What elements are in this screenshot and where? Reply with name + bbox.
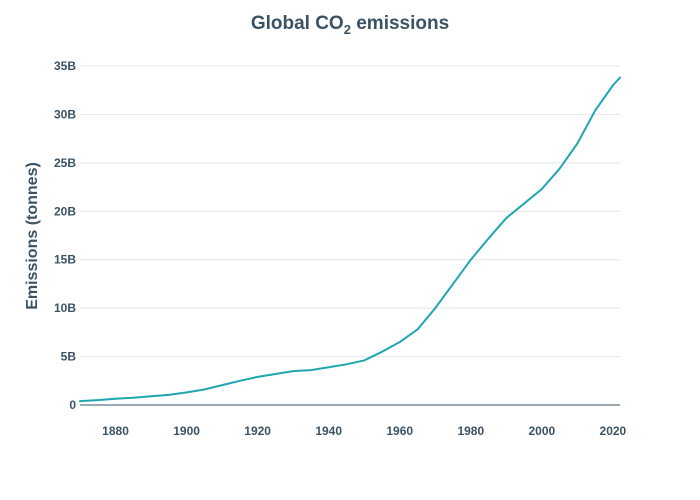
chart-title-main: Global CO xyxy=(251,13,344,34)
y-tick-label: 20B xyxy=(54,204,76,218)
series-layer xyxy=(79,76,621,403)
y-tick-label: 5B xyxy=(61,350,77,364)
x-tick-label: 1920 xyxy=(244,424,271,438)
x-tick-label: 1880 xyxy=(102,424,129,438)
y-tick-label: 35B xyxy=(54,59,76,73)
chart-title-suffix: emissions xyxy=(351,13,449,34)
x-tick-label: 1900 xyxy=(173,424,200,438)
y-axis-title: Emissions (tonnes) xyxy=(24,162,41,310)
x-tick-label: 1980 xyxy=(457,424,484,438)
y-tick-label: 30B xyxy=(54,107,76,121)
y-tick-label: 15B xyxy=(54,253,76,267)
y-tick-label: 0 xyxy=(69,398,76,412)
x-axis-ticks: 1880 1900 1920 1940 1960 1980 2000 2020 xyxy=(102,424,626,438)
x-tick-label: 1940 xyxy=(315,424,342,438)
gridlines xyxy=(80,65,620,358)
x-tick-label: 2000 xyxy=(528,424,555,438)
x-tick-label: 1960 xyxy=(386,424,413,438)
chart-title: Global CO2 emissions xyxy=(251,13,449,37)
chart-title-subscript: 2 xyxy=(344,22,351,37)
y-tick-label: 25B xyxy=(54,156,76,170)
series-line xyxy=(79,76,621,403)
y-tick-label: 10B xyxy=(54,301,76,315)
y-axis-ticks: 0 5B 10B 15B 20B 25B 30B 35B xyxy=(54,59,76,412)
x-tick-label: 2020 xyxy=(600,424,627,438)
